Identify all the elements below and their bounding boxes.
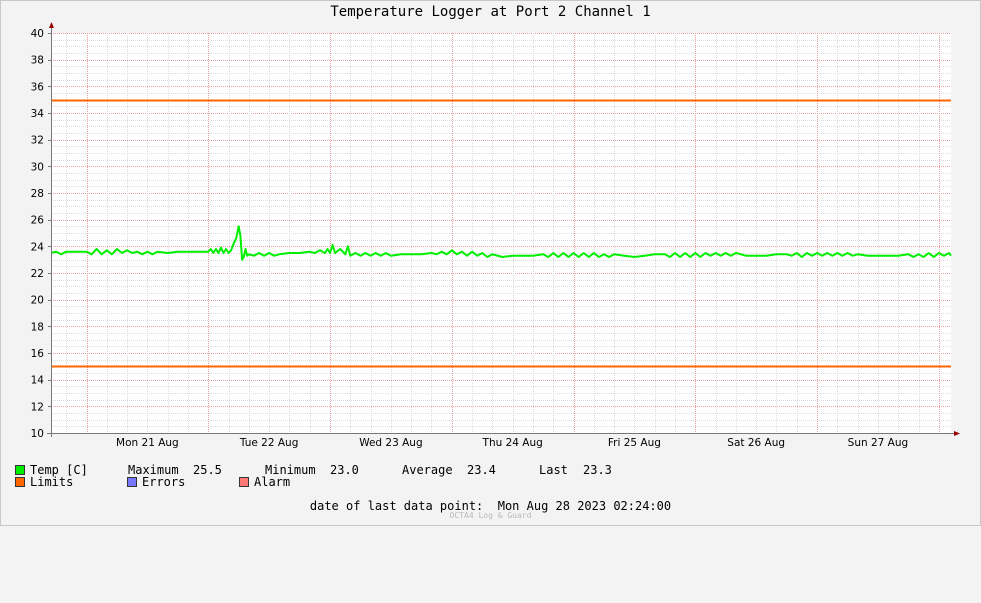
legend-alarm-label: Alarm [254,475,291,489]
y-tick-label: 34 [31,108,45,120]
last-data-point: date of last data point: Mon Aug 28 2023… [0,499,981,513]
y-tick-label: 38 [31,55,44,67]
y-tick-label: 30 [31,161,44,173]
y-axis-ticks: 10 12 14 16 18 20 22 24 26 28 30 32 34 36 38 40 [31,28,51,440]
x-axis-arrow [954,431,960,436]
stat-maximum-label: Maximum [128,463,179,477]
y-tick-label: 40 [31,28,44,40]
stat-last-value: 23.3 [583,463,612,477]
temperature-chart: 10 12 14 16 18 20 22 24 26 28 30 32 34 36 38 40 Mon 21 … [31,22,960,449]
x-tick-label: Tue 22 Aug [239,437,298,449]
legend-limits: Limits [15,475,73,489]
y-tick-label: 28 [31,188,44,200]
y-axis-arrow [49,22,54,28]
stat-maximum-value: 25.5 [193,463,222,477]
stat-last-label: Last [539,463,568,477]
temp-series-line [50,225,952,261]
y-tick-label: 36 [31,81,45,93]
y-tick-label: 14 [31,375,45,387]
limit-lines [51,99,951,368]
y-tick-label: 22 [31,268,44,280]
last-point-value: Mon Aug 28 2023 02:24:00 [497,499,672,513]
y-tick-label: 26 [31,215,45,227]
stat-minimum-label: Minimum [265,463,316,477]
x-tick-label: Wed 23 Aug [359,437,422,449]
temp-swatch [15,465,25,475]
stat-average-value: 23.4 [467,463,496,477]
grid [51,33,951,434]
y-tick-label: 24 [31,241,45,253]
errors-swatch [127,477,137,487]
y-tick-label: 10 [31,428,44,440]
y-tick-label: 18 [31,321,44,333]
series-group [50,225,952,261]
axes [47,22,960,437]
y-tick-label: 16 [31,348,45,360]
stat-minimum-value: 23.0 [330,463,359,477]
stat-average-label: Average [402,463,453,477]
last-point-label: date of last data point: [309,499,484,513]
legend-temp-label: Temp [C] [30,463,88,477]
x-tick-label: Thu 24 Aug [482,437,543,449]
legend-row-series: Limits Errors Alarm [15,475,975,489]
legend-alarm: Alarm [239,475,290,489]
limits-swatch [15,477,25,487]
y-tick-label: 20 [31,295,44,307]
legend-errors: Errors [127,475,185,489]
alarm-swatch [239,477,249,487]
watermark: OCTA4 Log & Guard [449,511,532,520]
x-axis-ticks: Mon 21 Aug Tue 22 Aug Wed 23 Aug Thu 24 Aug… [116,437,908,449]
x-tick-label: Sun 27 Aug [848,437,909,449]
chart-title: Temperature Logger at Port 2 Channel 1 [330,4,651,20]
legend-row-stats: Temp [C] Maximum 25.5 Minimum 23.0 Avera… [15,463,975,477]
y-tick-label: 12 [31,401,44,413]
x-tick-label: Mon 21 Aug [116,437,179,449]
x-tick-label: Fri 25 Aug [608,437,661,449]
legend-errors-label: Errors [142,475,186,489]
legend-limits-label: Limits [30,475,74,489]
x-tick-label: Sat 26 Aug [727,437,785,449]
y-tick-label: 32 [31,135,44,147]
legend-temp: Temp [C] [15,463,88,477]
